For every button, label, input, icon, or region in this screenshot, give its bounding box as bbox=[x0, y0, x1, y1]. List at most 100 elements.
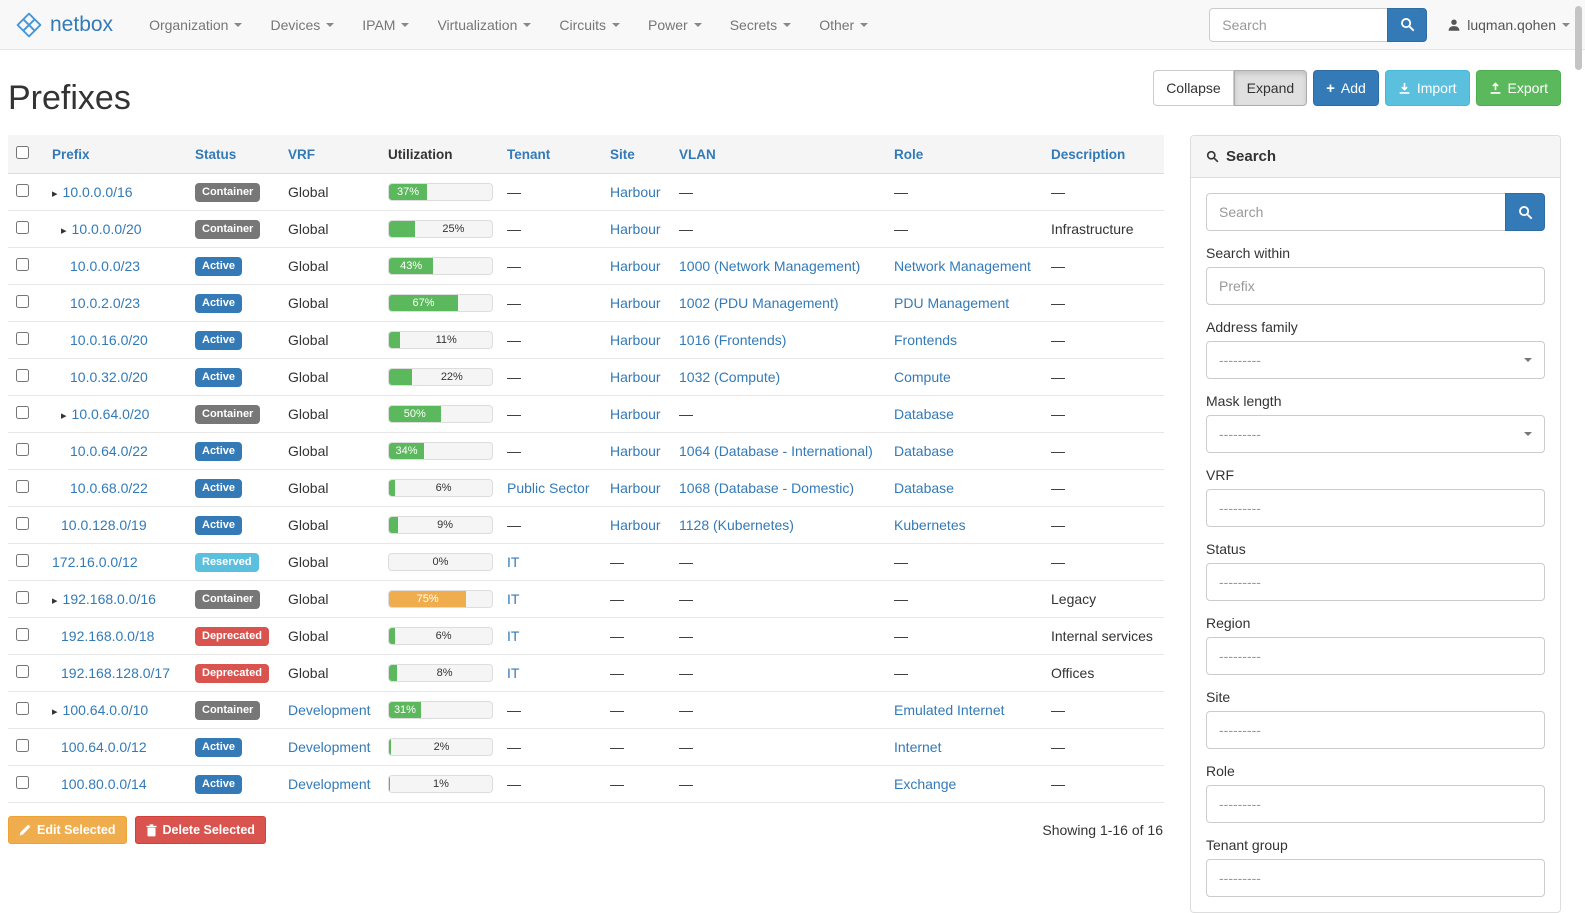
filter-select-vrf[interactable]: --------- bbox=[1206, 489, 1545, 528]
sidebar-search-button[interactable] bbox=[1505, 193, 1545, 232]
export-button[interactable]: Export bbox=[1475, 70, 1561, 106]
row-checkbox[interactable] bbox=[16, 295, 29, 309]
row-checkbox[interactable] bbox=[16, 369, 29, 383]
menu-power[interactable]: Power bbox=[634, 0, 716, 50]
navbar-search-input[interactable] bbox=[1209, 7, 1388, 42]
filter-select-mask-length[interactable]: --------- bbox=[1206, 415, 1545, 454]
row-checkbox[interactable] bbox=[16, 406, 29, 420]
site-link[interactable]: Harbour bbox=[610, 221, 661, 238]
column-header-prefix[interactable]: Prefix bbox=[44, 135, 187, 175]
site-link[interactable]: Harbour bbox=[610, 406, 661, 423]
site-link[interactable]: Harbour bbox=[610, 258, 661, 275]
tenant-link[interactable]: IT bbox=[507, 554, 520, 571]
column-header-site[interactable]: Site bbox=[602, 135, 671, 175]
role-link[interactable]: Kubernetes bbox=[894, 517, 966, 534]
role-link[interactable]: Network Management bbox=[894, 258, 1031, 275]
role-link[interactable]: Compute bbox=[894, 369, 951, 386]
menu-virtualization[interactable]: Virtualization bbox=[423, 0, 545, 50]
prefix-link[interactable]: 10.0.68.0/22 bbox=[70, 480, 148, 497]
filter-select-tenant-group[interactable]: --------- bbox=[1206, 859, 1545, 898]
expand-caret-icon[interactable]: ▸ bbox=[52, 595, 58, 608]
row-checkbox[interactable] bbox=[16, 221, 29, 235]
expand-caret-icon[interactable]: ▸ bbox=[52, 706, 58, 719]
tenant-link[interactable]: IT bbox=[507, 591, 520, 608]
row-checkbox[interactable] bbox=[16, 739, 29, 753]
menu-organization[interactable]: Organization bbox=[135, 0, 256, 50]
filter-select-status[interactable]: --------- bbox=[1206, 563, 1545, 602]
site-link[interactable]: Harbour bbox=[610, 332, 661, 349]
vlan-link[interactable]: 1000 (Network Management) bbox=[679, 258, 861, 275]
vrf-link[interactable]: Development bbox=[288, 739, 371, 756]
site-link[interactable]: Harbour bbox=[610, 184, 661, 201]
vlan-link[interactable]: 1002 (PDU Management) bbox=[679, 295, 839, 312]
row-checkbox[interactable] bbox=[16, 258, 29, 272]
prefix-link[interactable]: 172.16.0.0/12 bbox=[52, 554, 138, 571]
filter-select-role[interactable]: --------- bbox=[1206, 785, 1545, 824]
vlan-link[interactable]: 1068 (Database - Domestic) bbox=[679, 480, 855, 497]
prefix-link[interactable]: 10.0.64.0/20 bbox=[71, 406, 150, 423]
prefix-link[interactable]: 10.0.16.0/20 bbox=[70, 332, 148, 349]
select-all-checkbox[interactable] bbox=[16, 146, 29, 160]
menu-circuits[interactable]: Circuits bbox=[545, 0, 634, 50]
vrf-link[interactable]: Development bbox=[288, 702, 371, 719]
role-link[interactable]: Database bbox=[894, 480, 954, 497]
prefix-link[interactable]: 100.64.0.0/12 bbox=[61, 739, 147, 756]
prefix-link[interactable]: 192.168.128.0/17 bbox=[61, 665, 170, 682]
role-link[interactable]: Exchange bbox=[894, 776, 957, 793]
column-header-role[interactable]: Role bbox=[886, 135, 1043, 175]
site-link[interactable]: Harbour bbox=[610, 295, 661, 312]
prefix-link[interactable]: 10.0.0.0/20 bbox=[71, 221, 142, 238]
menu-ipam[interactable]: IPAM bbox=[348, 0, 423, 50]
role-link[interactable]: PDU Management bbox=[894, 295, 1010, 312]
import-button[interactable]: Import bbox=[1384, 70, 1470, 106]
column-header-vrf[interactable]: VRF bbox=[280, 135, 380, 175]
site-link[interactable]: Harbour bbox=[610, 369, 661, 386]
menu-secrets[interactable]: Secrets bbox=[716, 0, 805, 50]
filter-select-site[interactable]: --------- bbox=[1206, 711, 1545, 750]
role-link[interactable]: Database bbox=[894, 406, 954, 423]
expand-caret-icon[interactable]: ▸ bbox=[52, 188, 58, 201]
scrollbar-thumb[interactable] bbox=[1575, 6, 1582, 70]
expand-caret-icon[interactable]: ▸ bbox=[61, 225, 67, 238]
edit-selected-button[interactable]: Edit Selected bbox=[8, 816, 127, 845]
collapse-button[interactable]: Collapse bbox=[1153, 70, 1234, 106]
filter-select-region[interactable]: --------- bbox=[1206, 637, 1545, 676]
vlan-link[interactable]: 1032 (Compute) bbox=[679, 369, 781, 386]
tenant-link[interactable]: Public Sector bbox=[507, 480, 590, 497]
prefix-link[interactable]: 10.0.64.0/22 bbox=[70, 443, 148, 460]
role-link[interactable]: Emulated Internet bbox=[894, 702, 1005, 719]
expand-button[interactable]: Expand bbox=[1233, 70, 1308, 106]
site-link[interactable]: Harbour bbox=[610, 480, 661, 497]
vlan-link[interactable]: 1128 (Kubernetes) bbox=[679, 517, 794, 534]
row-checkbox[interactable] bbox=[16, 591, 29, 605]
column-header-vlan[interactable]: VLAN bbox=[671, 135, 886, 175]
role-link[interactable]: Internet bbox=[894, 739, 942, 756]
row-checkbox[interactable] bbox=[16, 443, 29, 457]
prefix-link[interactable]: 10.0.0.0/23 bbox=[70, 258, 141, 275]
tenant-link[interactable]: IT bbox=[507, 665, 520, 682]
row-checkbox[interactable] bbox=[16, 184, 29, 198]
add-button[interactable]: + Add bbox=[1313, 70, 1379, 106]
row-checkbox[interactable] bbox=[16, 665, 29, 679]
menu-other[interactable]: Other bbox=[805, 0, 882, 50]
role-link[interactable]: Database bbox=[894, 443, 954, 460]
tenant-link[interactable]: IT bbox=[507, 628, 520, 645]
row-checkbox[interactable] bbox=[16, 776, 29, 790]
prefix-link[interactable]: 10.0.128.0/19 bbox=[61, 517, 147, 534]
column-header-status[interactable]: Status bbox=[187, 135, 280, 175]
prefix-link[interactable]: 10.0.32.0/20 bbox=[70, 369, 148, 386]
column-header-description[interactable]: Description bbox=[1043, 135, 1164, 175]
vrf-link[interactable]: Development bbox=[288, 776, 371, 793]
row-checkbox[interactable] bbox=[16, 517, 29, 531]
row-checkbox[interactable] bbox=[16, 554, 29, 568]
site-link[interactable]: Harbour bbox=[610, 517, 661, 534]
row-checkbox[interactable] bbox=[16, 702, 29, 716]
filter-input-search-within[interactable] bbox=[1206, 267, 1545, 306]
site-link[interactable]: Harbour bbox=[610, 443, 661, 460]
prefix-link[interactable]: 192.168.0.0/16 bbox=[62, 591, 156, 608]
user-menu[interactable]: luqman.qohen bbox=[1447, 17, 1570, 33]
delete-selected-button[interactable]: Delete Selected bbox=[134, 816, 266, 845]
row-checkbox[interactable] bbox=[16, 332, 29, 346]
prefix-link[interactable]: 192.168.0.0/18 bbox=[61, 628, 155, 645]
sidebar-search-input[interactable] bbox=[1206, 193, 1505, 232]
